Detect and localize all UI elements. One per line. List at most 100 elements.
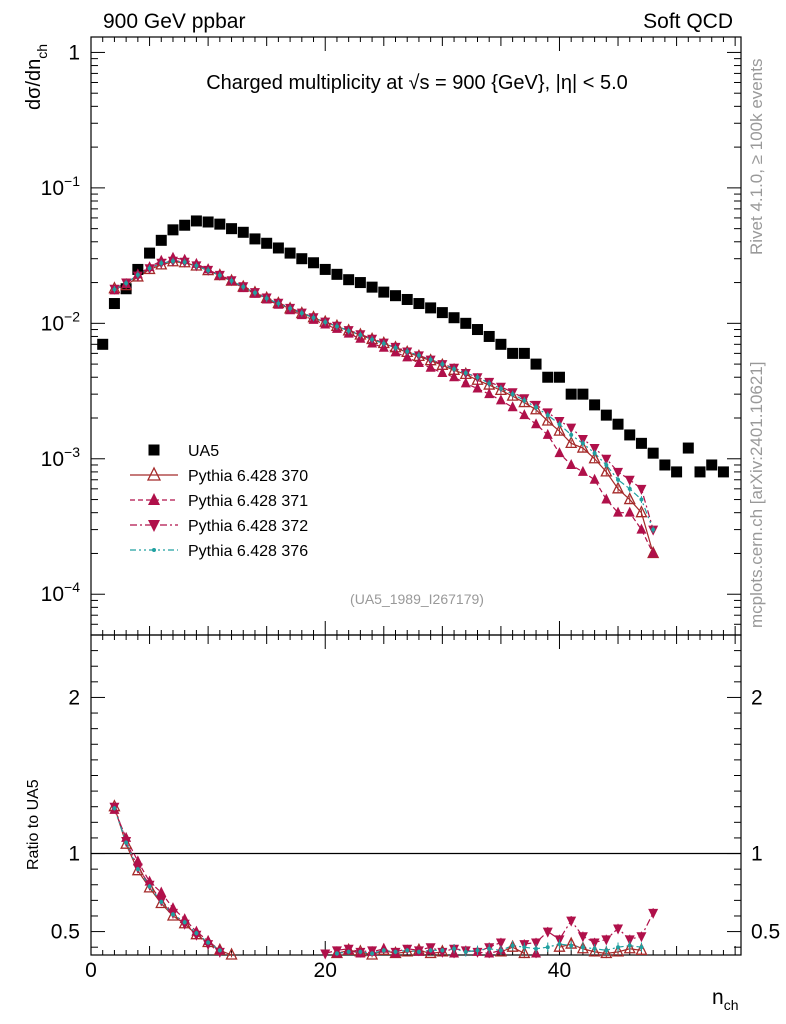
data-point <box>190 215 202 227</box>
ratio-series-line-0 <box>559 943 642 955</box>
data-point <box>651 527 656 532</box>
series-line-3 <box>114 260 654 530</box>
data-point <box>319 263 331 275</box>
ratio-point <box>545 945 550 950</box>
data-point <box>647 447 659 459</box>
ratio-point <box>416 949 421 954</box>
data-point <box>542 428 553 439</box>
data-point <box>284 247 296 259</box>
data-point <box>261 237 273 249</box>
x-tick-label: 0 <box>85 959 97 982</box>
ratio-point <box>155 896 168 909</box>
data-point <box>475 375 480 380</box>
ratio-point <box>370 951 375 956</box>
data-point <box>252 290 257 295</box>
ratio-point <box>588 944 601 957</box>
main-y-tick-label: 10−2 <box>41 308 81 335</box>
ratio-point <box>616 945 621 950</box>
ratio-point <box>120 836 133 849</box>
ratio-point <box>159 899 164 904</box>
data-point <box>635 437 647 449</box>
data-point <box>576 440 589 453</box>
main-y-tick-label: 1 <box>68 41 80 64</box>
data-point <box>237 226 249 238</box>
data-point <box>425 361 436 372</box>
data-point <box>589 473 600 484</box>
ratio-point <box>531 938 542 949</box>
data-point <box>671 466 683 478</box>
data-point <box>495 394 506 405</box>
x-axis-label: nch <box>712 986 738 1013</box>
data-point <box>425 302 437 314</box>
data-point <box>498 386 503 391</box>
data-point <box>611 481 625 494</box>
data-point <box>659 459 671 471</box>
ratio-point <box>124 840 129 845</box>
data-point <box>206 268 211 273</box>
legend: UA5 Pythia 6.428 370 Pythia 6.428 371 Pythi… <box>130 443 308 560</box>
legend-label: UA5 <box>188 443 219 460</box>
ratio-point <box>135 867 140 872</box>
legend-label: Pythia 6.428 372 <box>188 518 308 535</box>
data-point <box>483 330 495 342</box>
data-point <box>416 353 421 358</box>
ratio-point <box>542 927 553 938</box>
ratio-point <box>498 948 503 953</box>
ratio-point <box>334 951 339 956</box>
data-point <box>155 234 167 246</box>
data-point <box>144 247 156 259</box>
ratio-point <box>589 938 600 949</box>
ratio-point <box>613 924 624 935</box>
main-y-tick-label: 10−4 <box>41 579 81 606</box>
ratio-point <box>635 942 648 955</box>
data-point <box>530 358 542 370</box>
data-point <box>495 338 507 350</box>
data-point <box>428 357 433 362</box>
ratio-point <box>487 946 492 951</box>
ratio-point <box>627 943 632 948</box>
ratio-y-tick-label: 0.5 <box>51 921 80 944</box>
data-point <box>518 395 531 408</box>
data-point <box>623 492 636 505</box>
tick-exponent: −2 <box>64 308 80 324</box>
ratio-y-tick-label-right: 2 <box>751 686 763 709</box>
ratio-point <box>401 944 414 957</box>
ratio-series-line-1 <box>113 809 221 951</box>
x-tick-label: 40 <box>548 959 571 982</box>
ratio-y-tick-label: 2 <box>68 686 80 709</box>
ratio-point <box>194 931 199 936</box>
data-point <box>636 484 647 495</box>
main-y-tick-label: 10−3 <box>41 444 81 471</box>
data-point <box>694 466 706 478</box>
ratio-point <box>112 806 117 811</box>
legend-marker <box>148 444 160 456</box>
data-point <box>507 347 519 359</box>
data-point <box>288 306 293 311</box>
reference-label: (UA5_1989_I267179) <box>350 591 484 607</box>
data-point <box>624 475 635 486</box>
ratio-point <box>166 908 180 921</box>
ratio-y-tick-label: 1 <box>68 843 80 866</box>
legend-marker <box>152 548 156 552</box>
data-point <box>296 253 308 265</box>
data-point <box>343 274 355 286</box>
legend-label: Pythia 6.428 376 <box>188 543 308 560</box>
data-point <box>636 523 647 534</box>
data-point <box>401 293 413 305</box>
ratio-panel: 0.5 0.51 12 20 20 40 Ratio to UA5 nch <box>25 634 780 1013</box>
data-point <box>226 223 238 235</box>
data-point <box>554 447 565 458</box>
ratio-point <box>592 946 597 951</box>
ratio-point <box>623 941 636 954</box>
data-point <box>557 422 562 427</box>
data-point <box>311 315 316 320</box>
tick-base: 10 <box>41 177 64 200</box>
header-left: 900 GeV ppbar <box>103 10 245 33</box>
ratio-point <box>636 932 647 943</box>
data-point <box>531 418 542 429</box>
main-y-axis-label: dσ/dnch <box>23 44 50 110</box>
x-axis-label-main: n <box>712 986 724 1009</box>
data-point <box>463 370 468 375</box>
data-point <box>717 466 729 478</box>
mcplots-text: mcplots.cern.ch [arXiv:2401.10621] <box>747 362 766 628</box>
